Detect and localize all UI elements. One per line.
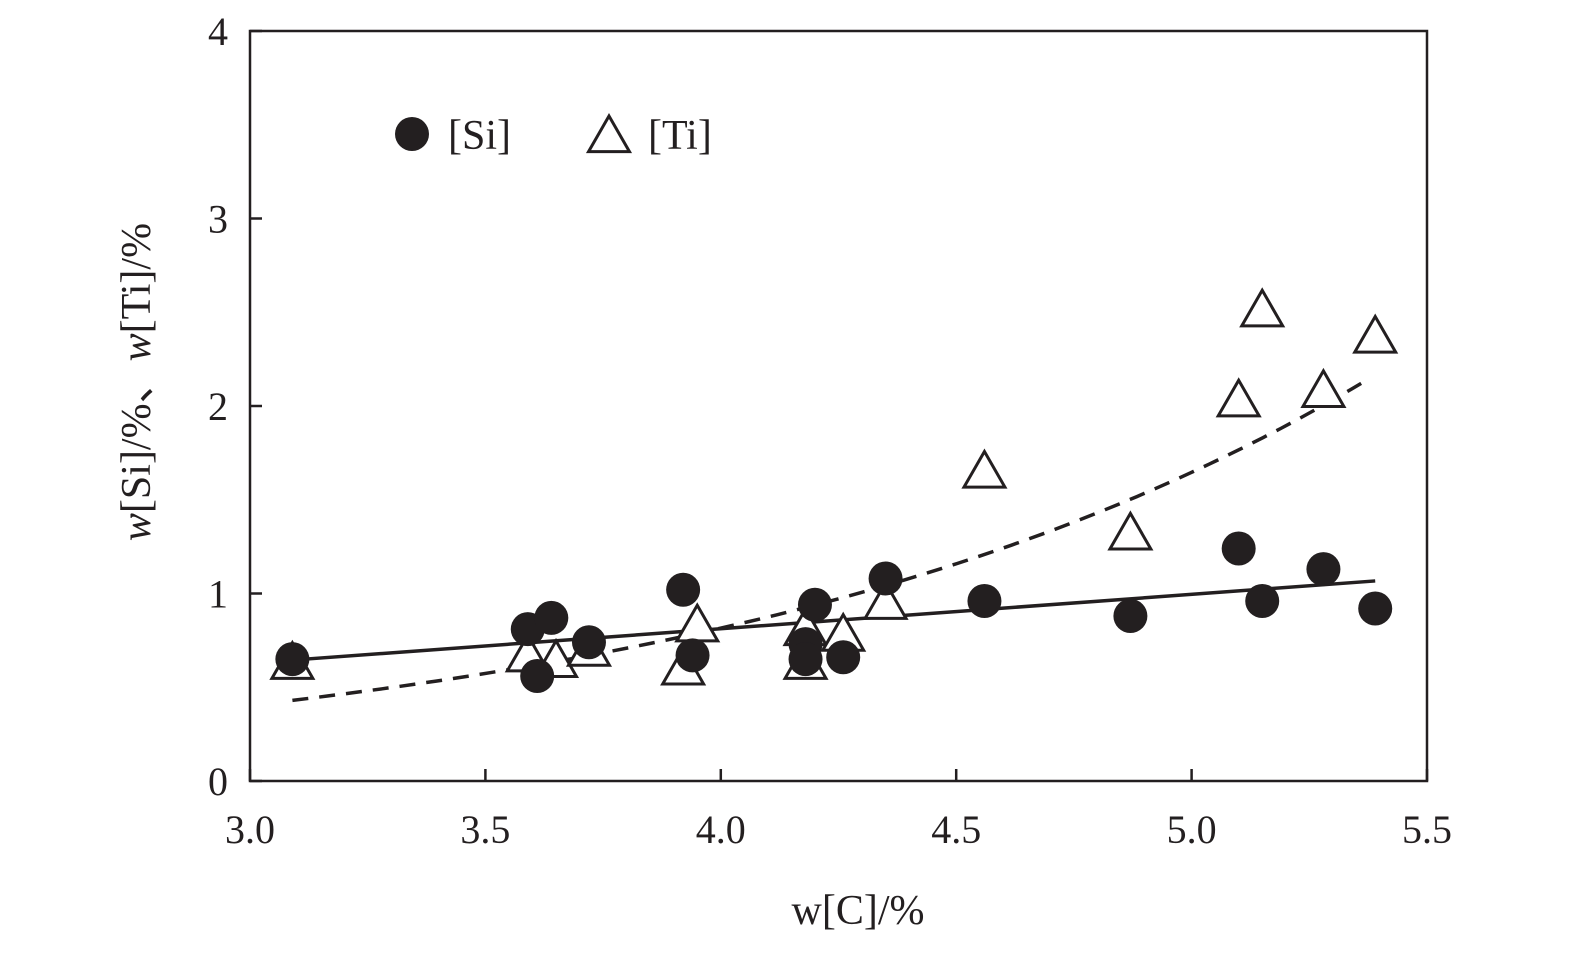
si-point xyxy=(967,584,1002,618)
ti-point xyxy=(1300,367,1347,409)
si-point xyxy=(1358,591,1393,626)
ti-point xyxy=(674,602,721,643)
ti-point xyxy=(961,448,1008,489)
y-tick-label: 1 xyxy=(208,572,228,617)
ti-point xyxy=(1239,287,1286,328)
y-tick-label: 4 xyxy=(208,9,228,54)
si-point xyxy=(1306,552,1341,587)
x-tick-label: 5.5 xyxy=(1402,807,1452,852)
si-trend-line xyxy=(292,579,1376,662)
y-tick-label: 3 xyxy=(208,197,228,242)
y-tick-label: 2 xyxy=(208,384,228,429)
ti-point xyxy=(1215,377,1262,418)
x-tick-label: 4.0 xyxy=(696,807,746,852)
si-point xyxy=(1245,584,1280,618)
si-point xyxy=(675,638,710,673)
si-point xyxy=(666,572,701,607)
si-point xyxy=(788,642,823,677)
si-point xyxy=(520,659,555,693)
legend: [Si] [Ti] xyxy=(395,112,712,159)
legend-ti-label: [Ti] xyxy=(648,113,712,159)
x-axis-label: w[C]/% xyxy=(792,888,925,934)
si-point xyxy=(571,625,606,660)
ti-point xyxy=(1352,313,1399,354)
y-axis-label: w[Si]/%、w[Ti]/% xyxy=(114,223,160,541)
si-point xyxy=(275,642,310,677)
si-point xyxy=(1113,599,1148,633)
si-point xyxy=(1221,531,1256,566)
x-tick-label: 3.5 xyxy=(460,807,510,852)
si-point xyxy=(868,561,903,596)
y-tick-label: 0 xyxy=(208,759,228,804)
si-point xyxy=(797,587,832,622)
legend-si-label: [Si] xyxy=(448,113,511,159)
si-point xyxy=(826,640,861,675)
x-tick-label: 3.0 xyxy=(225,807,275,852)
ti-point xyxy=(862,579,909,620)
ti-point xyxy=(1107,510,1154,551)
si-point xyxy=(534,600,569,635)
legend-ti-marker xyxy=(585,112,633,154)
legend-si-marker xyxy=(395,117,429,151)
x-tick-label: 5.0 xyxy=(1167,807,1217,852)
x-tick-label: 4.5 xyxy=(931,807,981,852)
